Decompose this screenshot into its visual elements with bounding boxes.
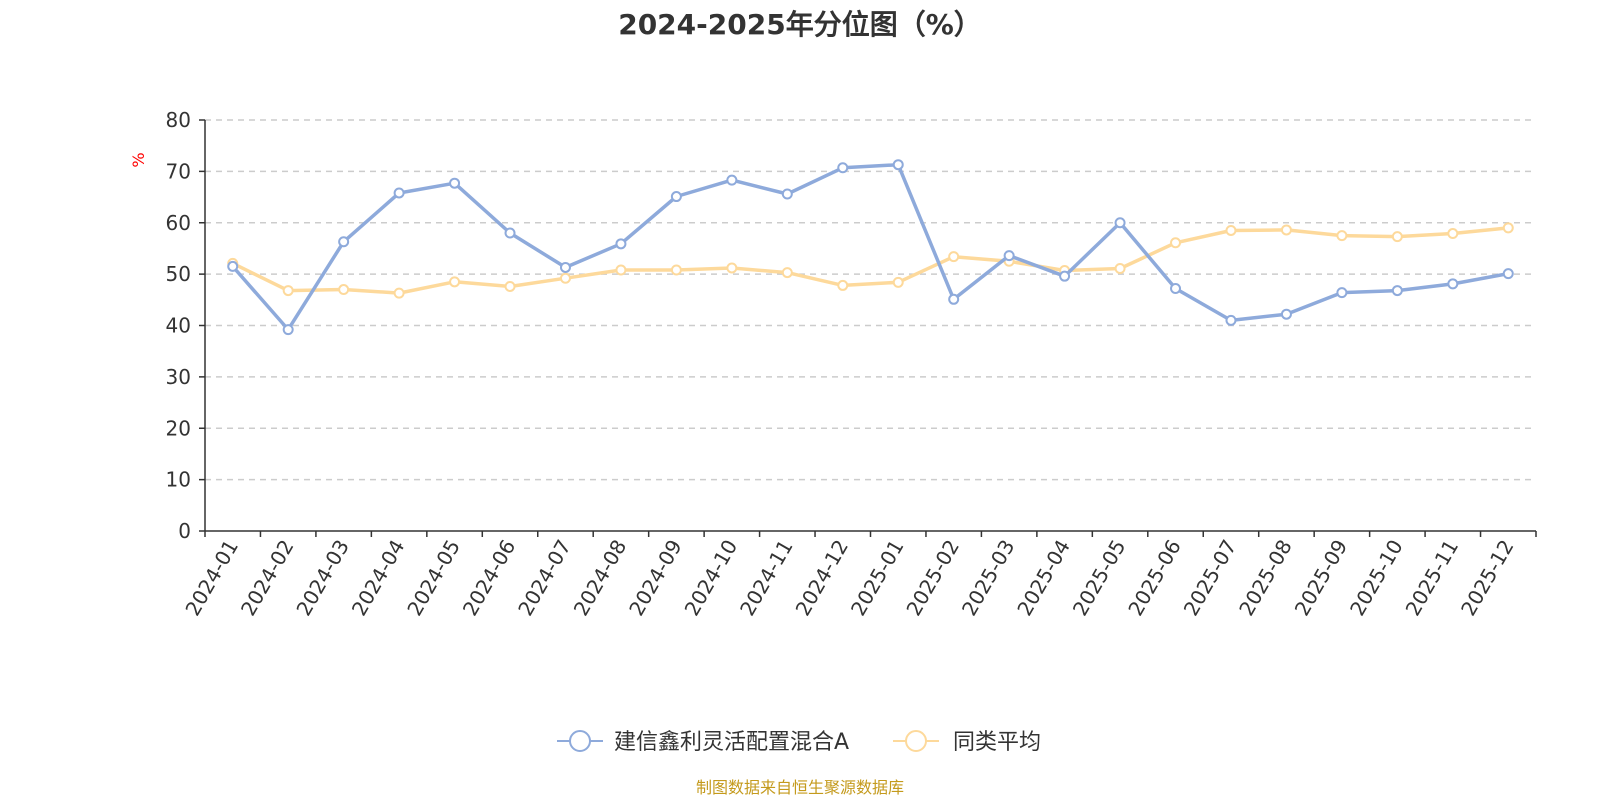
data-point xyxy=(615,264,627,276)
y-tick-label: 80 xyxy=(166,108,191,132)
data-point xyxy=(615,238,627,250)
data-point xyxy=(1170,237,1182,249)
data-point xyxy=(1502,222,1514,234)
x-tick-label: 2025-03 xyxy=(957,535,1020,619)
data-point xyxy=(726,262,738,274)
series-lines xyxy=(227,159,1514,336)
y-tick-label: 20 xyxy=(166,416,191,440)
data-point xyxy=(670,264,682,276)
y-tick-labels: 0 10 20 30 40 50 60 70 80 xyxy=(166,108,191,543)
x-tick-label: 2024-10 xyxy=(680,536,743,620)
data-point xyxy=(1280,224,1292,236)
data-point xyxy=(282,285,294,297)
x-tick-label: 2024-06 xyxy=(458,536,521,620)
x-tick-label: 2025-09 xyxy=(1290,536,1353,620)
data-point xyxy=(781,188,793,200)
legend-label: 建信鑫利灵活配置混合A xyxy=(614,730,849,755)
legend-marker xyxy=(569,730,591,752)
x-tick-label: 2024-07 xyxy=(513,536,576,620)
x-tick-label: 2025-11 xyxy=(1401,536,1464,620)
data-point xyxy=(1225,314,1237,326)
data-point xyxy=(1391,231,1403,243)
legend-item-fund[interactable]: 建信鑫利灵活配置混合A xyxy=(557,730,849,755)
data-point xyxy=(1003,250,1015,262)
data-point xyxy=(1447,278,1459,290)
y-axis-unit-label: % xyxy=(129,152,148,167)
series-peer-average xyxy=(227,222,1514,299)
data-point xyxy=(393,187,405,199)
data-point xyxy=(1502,268,1514,280)
data-point xyxy=(837,162,849,174)
x-tick-label: 2025-01 xyxy=(846,536,909,620)
data-point xyxy=(948,293,960,305)
y-tick-label: 0 xyxy=(178,519,191,543)
data-point xyxy=(1336,287,1348,299)
data-point xyxy=(892,276,904,288)
data-point xyxy=(559,261,571,273)
x-tick-label: 2024-01 xyxy=(180,536,243,620)
x-tick-label: 2024-03 xyxy=(291,536,354,620)
data-point xyxy=(1336,230,1348,242)
x-tick-label: 2024-12 xyxy=(791,536,854,620)
source-note: 制图数据来自恒生聚源数据库 xyxy=(696,778,904,797)
data-point xyxy=(1170,283,1182,295)
data-point xyxy=(1059,270,1071,282)
data-point xyxy=(559,272,571,284)
legend-item-peer-average[interactable]: 同类平均 xyxy=(893,730,1041,755)
y-tick-label: 60 xyxy=(166,211,191,235)
data-point xyxy=(504,280,516,292)
x-tick-label: 2025-10 xyxy=(1345,536,1408,620)
series-line xyxy=(231,162,1509,332)
y-tick-label: 70 xyxy=(166,159,191,183)
x-tick-label: 2024-04 xyxy=(347,536,410,620)
x-tick-label: 2025-06 xyxy=(1123,536,1186,620)
data-point xyxy=(948,251,960,263)
data-point xyxy=(449,276,461,288)
x-tick-label: 2024-05 xyxy=(402,536,465,620)
legend-label: 同类平均 xyxy=(953,730,1041,755)
data-point xyxy=(1280,308,1292,320)
data-point xyxy=(393,287,405,299)
series-line xyxy=(231,226,1509,295)
x-tick-label: 2024-11 xyxy=(735,536,798,620)
data-point xyxy=(1114,217,1126,229)
y-tick-label: 10 xyxy=(166,468,191,492)
data-point xyxy=(282,324,294,336)
axes xyxy=(199,119,1537,537)
data-point xyxy=(227,260,239,272)
data-point xyxy=(892,159,904,171)
data-point xyxy=(338,284,350,296)
data-point xyxy=(1114,262,1126,274)
x-tick-label: 2025-08 xyxy=(1234,536,1297,620)
data-point xyxy=(781,267,793,279)
data-point xyxy=(726,174,738,186)
legend[interactable]: 建信鑫利灵活配置混合A 同类平均 xyxy=(557,730,1041,755)
series-fund xyxy=(227,159,1514,336)
data-point xyxy=(1225,224,1237,236)
x-tick-labels: 2024-012024-022024-032024-042024-052024-… xyxy=(180,535,1518,619)
data-point xyxy=(504,227,516,239)
data-point xyxy=(449,177,461,189)
x-tick-label: 2025-07 xyxy=(1179,536,1242,620)
data-point xyxy=(1391,285,1403,297)
y-tick-label: 50 xyxy=(166,262,191,286)
data-point xyxy=(1447,228,1459,240)
data-point xyxy=(837,279,849,291)
x-tick-label: 2024-09 xyxy=(624,536,687,620)
x-tick-label: 2024-08 xyxy=(569,536,632,620)
x-tick-label: 2025-12 xyxy=(1456,536,1519,620)
x-tick-label: 2025-04 xyxy=(1012,536,1075,620)
y-tick-label: 30 xyxy=(166,365,191,389)
y-tick-label: 40 xyxy=(166,314,191,338)
data-point xyxy=(338,236,350,248)
x-tick-label: 2025-02 xyxy=(901,536,964,620)
grid xyxy=(205,119,1536,481)
legend-marker xyxy=(905,730,927,752)
x-tick-label: 2024-02 xyxy=(236,536,299,620)
data-point xyxy=(670,191,682,203)
chart-title: 2024-2025年分位图（%） xyxy=(618,8,982,41)
x-tick-label: 2025-05 xyxy=(1068,536,1131,620)
